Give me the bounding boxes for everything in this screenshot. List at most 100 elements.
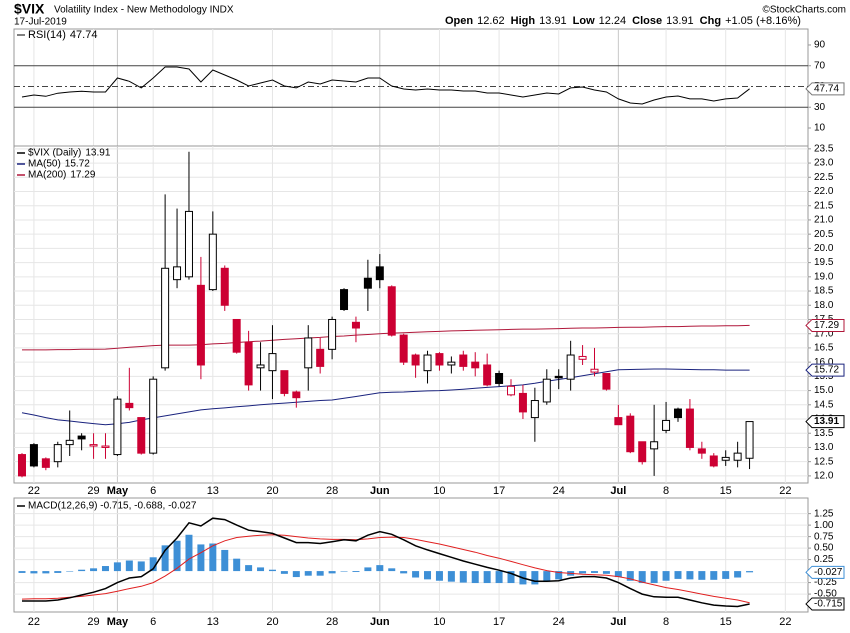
legend-name: MA(200)	[28, 170, 66, 181]
histogram-bar	[400, 571, 408, 574]
histogram-bar	[42, 571, 50, 574]
candle-body	[256, 364, 265, 369]
candle-body	[435, 353, 444, 366]
candle-body	[745, 421, 754, 459]
candle-body	[77, 435, 86, 440]
candle-body	[638, 441, 647, 463]
quote-label: Open	[445, 15, 473, 27]
candle-body	[459, 354, 468, 367]
y-tick-label: 12.0	[814, 471, 834, 482]
quote-value: 12.62	[477, 15, 505, 27]
value-box-label: 47.74	[814, 83, 839, 94]
y-tick-label: 20.0	[814, 243, 834, 254]
histogram-bar	[268, 569, 276, 572]
candle-body	[292, 391, 301, 399]
candle-body	[184, 210, 193, 278]
candle-body	[518, 392, 527, 413]
y-tick-label: 18.5	[814, 286, 834, 297]
histogram-bar	[197, 544, 205, 572]
y-tick-label: 70	[814, 60, 826, 71]
y-tick-label: 21.0	[814, 215, 834, 226]
x-tick-label: 22	[779, 616, 791, 628]
y-tick-label: 13.5	[814, 428, 834, 439]
candle-body	[208, 233, 217, 291]
legend-name: RSI(14)	[28, 29, 66, 41]
histogram-bar	[66, 571, 74, 572]
candle-body	[399, 334, 408, 363]
legend-value: 47.74	[70, 29, 98, 41]
x-tick-label: Jul	[610, 485, 626, 497]
date: 17-Jul-2019	[14, 17, 67, 28]
histogram-bar	[340, 571, 348, 572]
histogram-bar	[90, 568, 98, 572]
histogram-bar	[54, 571, 62, 573]
y-tick-label: 13.0	[814, 442, 834, 453]
histogram-bar	[280, 571, 288, 574]
line-series	[21, 66, 750, 105]
histogram-bar	[101, 566, 109, 572]
candle-body	[17, 454, 26, 477]
candle-body	[232, 318, 241, 353]
histogram-bar	[710, 571, 718, 580]
quote-value: 13.91	[539, 15, 567, 27]
histogram-bar	[352, 571, 360, 573]
candle-body	[590, 368, 599, 373]
candle-body	[196, 284, 205, 366]
y-tick-label: 19.5	[814, 257, 834, 268]
symbol: $VIX	[14, 1, 45, 17]
value-box-label: 15.72	[814, 365, 839, 376]
histogram-bar	[507, 571, 515, 584]
candle-body	[685, 408, 694, 448]
candle-body	[387, 286, 396, 336]
candle-body	[113, 398, 122, 456]
candle-body	[149, 378, 158, 454]
histogram-bar	[591, 571, 599, 573]
instrument-name: Volatility Index - New Methodology INDX	[54, 5, 234, 16]
candle-body	[304, 337, 313, 369]
x-tick-label: 24	[553, 485, 565, 497]
histogram-bar	[185, 534, 193, 572]
histogram-bar	[412, 571, 420, 578]
value-box	[805, 565, 845, 579]
y-tick-label: 22.5	[814, 172, 834, 183]
candle-body	[280, 370, 289, 394]
y-tick-label: 18.0	[814, 300, 834, 311]
candle-body	[447, 361, 456, 366]
y-tick-label: 22.0	[814, 186, 834, 197]
histogram-bar	[447, 571, 455, 582]
y-tick-label: 0.75	[814, 531, 834, 542]
histogram-bar	[209, 543, 217, 572]
candle-body	[530, 400, 539, 419]
candle-body	[268, 353, 277, 372]
candle-body	[375, 266, 384, 281]
histogram-bar	[221, 549, 229, 572]
y-tick-label: 23.0	[814, 158, 834, 169]
x-tick-label: 6	[150, 616, 156, 628]
histogram-bar	[650, 571, 658, 584]
candle-body	[328, 318, 337, 350]
candle-body	[602, 373, 611, 390]
candle-body	[53, 444, 62, 463]
candle-body	[41, 458, 50, 468]
histogram-bar	[543, 571, 551, 582]
candle-body	[351, 321, 360, 329]
histogram-bar	[388, 568, 396, 572]
candle-body	[614, 417, 623, 426]
histogram-bar	[734, 571, 742, 578]
histogram-bar	[161, 545, 169, 572]
y-tick-label: 14.5	[814, 399, 834, 410]
histogram-bar	[614, 571, 622, 578]
candle-body	[101, 445, 110, 448]
histogram-bar	[292, 571, 300, 578]
histogram-bar	[638, 571, 646, 584]
histogram-bar	[698, 571, 706, 580]
x-tick-label: 22	[28, 485, 40, 497]
y-tick-label: 0.25	[814, 554, 834, 565]
value-box-label: 13.91	[814, 416, 839, 427]
value-box-label: 17.29	[814, 320, 839, 331]
x-tick-label: 22	[779, 485, 791, 497]
histogram-bar	[602, 571, 610, 574]
candle-body	[507, 385, 516, 396]
candle-body	[29, 444, 38, 467]
